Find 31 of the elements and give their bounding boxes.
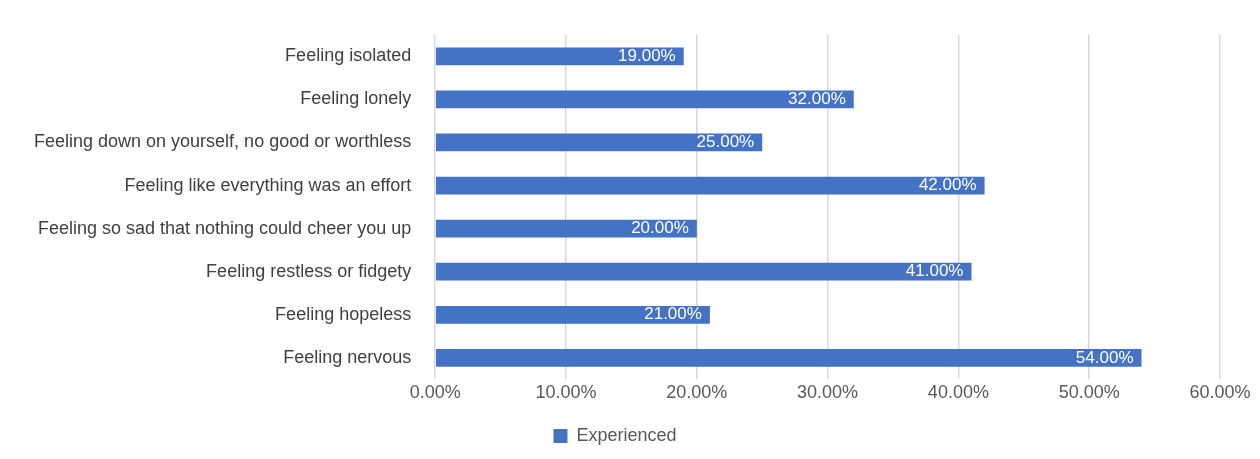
- y-tick-label: Feeling hopeless: [275, 303, 412, 324]
- y-tick-label: Feeling like everything was an effort: [124, 174, 412, 195]
- data-label: 20.00%: [631, 218, 689, 238]
- data-label: 19.00%: [618, 46, 676, 66]
- data-label: 54.00%: [1075, 347, 1134, 367]
- bar: [435, 90, 854, 109]
- bar: [435, 305, 710, 324]
- y-tick-label: Feeling so sad that nothing could cheer you up: [37, 217, 412, 238]
- bar: [435, 176, 985, 195]
- y-tick-label: Feeling restless or fidgety: [206, 260, 412, 281]
- data-label: 41.00%: [905, 261, 964, 281]
- y-tick-label: Feeling down on yourself, no good or worthless: [34, 131, 412, 152]
- x-tick-label: 50.00%: [1058, 382, 1120, 403]
- data-label: 32.00%: [788, 89, 846, 109]
- x-tick-label: 20.00%: [666, 382, 728, 403]
- x-tick-label: 30.00%: [797, 382, 859, 403]
- x-tick-label: 60.00%: [1189, 382, 1251, 403]
- bar: [435, 47, 684, 66]
- bar: [435, 219, 697, 238]
- legend-label: Experienced: [576, 424, 677, 445]
- bar: [435, 348, 1142, 367]
- bar: [435, 262, 972, 281]
- x-tick-label: 40.00%: [927, 382, 989, 403]
- y-tick-label: Feeling nervous: [283, 346, 412, 367]
- x-tick-label: 0.00%: [409, 382, 461, 403]
- data-label: 21.00%: [644, 304, 702, 324]
- y-tick-label: Feeling isolated: [285, 45, 412, 66]
- data-label: 42.00%: [918, 175, 977, 195]
- x-tick-label: 10.00%: [535, 382, 597, 403]
- data-label: 25.00%: [696, 132, 755, 152]
- y-tick-label: Feeling lonely: [300, 88, 412, 109]
